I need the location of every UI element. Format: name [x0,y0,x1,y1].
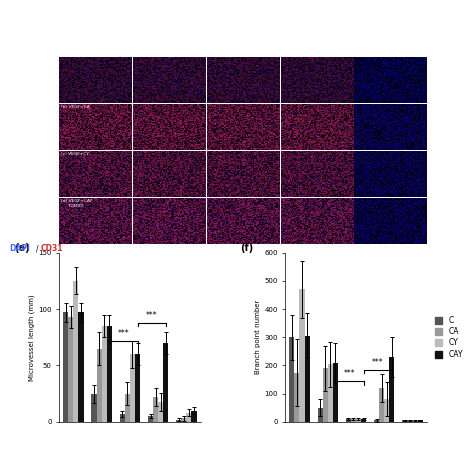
Bar [107,326,112,422]
Text: (c) VEGF+CY: (c) VEGF+CY [62,152,89,156]
Bar [356,419,361,422]
Bar [374,420,379,422]
Bar [135,354,140,422]
Bar [79,312,83,422]
Bar [130,354,135,422]
Bar [176,419,182,422]
Bar [163,343,168,422]
Bar [125,394,130,422]
Bar [68,317,73,422]
Text: ***: *** [344,369,356,378]
Bar [346,419,351,422]
Bar [389,357,394,422]
Bar [418,420,423,422]
Text: (e): (e) [14,243,30,253]
Bar [323,368,328,422]
Text: (d) VEGF+CAY
     TGM2D: (d) VEGF+CAY TGM2D [62,199,92,208]
Bar [153,397,158,422]
Text: ***: *** [146,310,157,319]
Text: /: / [36,244,41,253]
Bar [351,419,356,422]
Bar [63,312,68,422]
Legend: C, CA, CY, CAY: C, CA, CY, CAY [433,314,465,360]
Bar [294,373,300,422]
Bar [148,416,153,422]
Bar [289,337,294,422]
Y-axis label: Branch point number: Branch point number [255,300,261,374]
Bar [402,420,407,422]
Bar [379,388,384,422]
Bar [361,419,366,422]
Bar [101,326,107,422]
Bar [191,410,197,422]
Bar [328,364,333,422]
Text: DAPI: DAPI [9,244,30,253]
Y-axis label: Microvessel length (mm): Microvessel length (mm) [29,294,36,381]
Bar [300,289,304,422]
Bar [158,401,163,422]
Bar [304,336,310,422]
Text: (f): (f) [240,243,253,253]
Bar [73,281,79,422]
Bar [186,413,191,422]
Text: (b) VEGF+CA: (b) VEGF+CA [62,105,90,109]
Bar [407,420,412,422]
Bar [97,348,101,422]
Text: ***: *** [118,328,129,337]
Text: CD31: CD31 [40,244,63,253]
Bar [120,414,125,422]
Bar [412,420,418,422]
Bar [333,363,338,422]
Bar [318,408,323,422]
Bar [91,394,97,422]
Text: ***: *** [372,358,383,367]
Bar [384,399,389,422]
Bar [182,419,186,422]
